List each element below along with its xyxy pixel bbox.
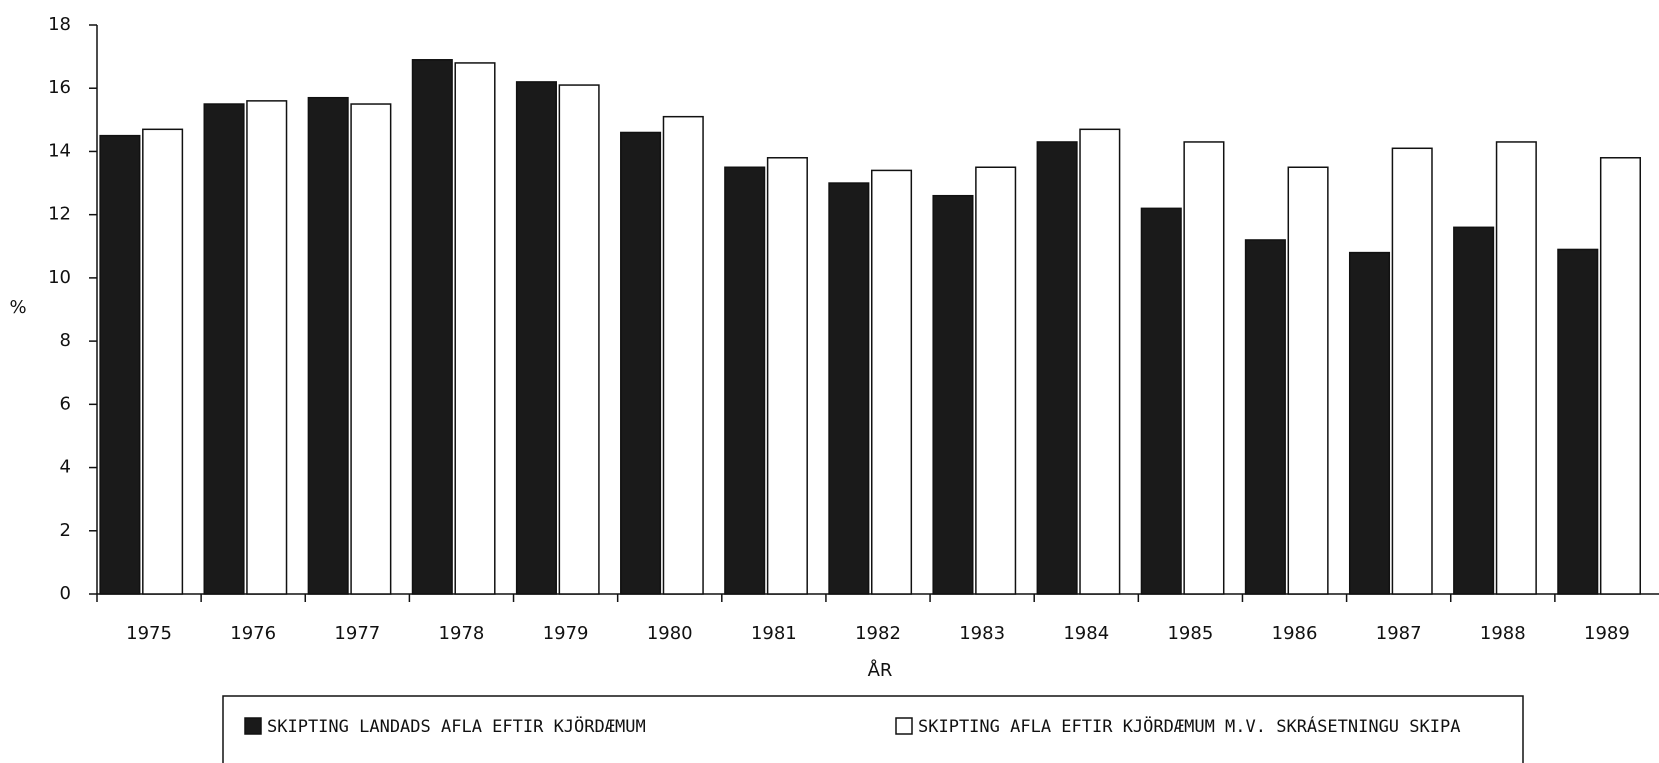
bar — [1244, 239, 1286, 595]
bar — [411, 59, 453, 595]
bar — [662, 115, 704, 595]
y-tick-label: 18 — [48, 14, 71, 35]
x-tick-label: 1989 — [1584, 623, 1630, 644]
bar — [828, 182, 870, 595]
legend-label: SKIPTING AFLA EFTIR KJÖRDÆMUM M.V. SKRÁS… — [918, 715, 1460, 737]
x-tick-label: 1979 — [543, 623, 589, 644]
y-tick-label: 2 — [60, 520, 71, 541]
bar — [871, 169, 913, 595]
bar — [1557, 248, 1599, 595]
bar — [1391, 147, 1433, 595]
x-tick-label: 1986 — [1272, 623, 1318, 644]
bar — [724, 166, 766, 595]
bar — [307, 96, 349, 595]
x-tick-label: 1983 — [959, 623, 1005, 644]
x-tick-label: 1987 — [1376, 623, 1422, 644]
x-tick-label: 1977 — [334, 623, 380, 644]
legend-swatch — [895, 717, 913, 735]
bar — [1079, 128, 1121, 595]
y-axis-label: % — [9, 297, 26, 318]
bar — [558, 84, 600, 595]
bar — [350, 103, 392, 595]
bar — [99, 134, 141, 595]
x-tick-label: 1988 — [1480, 623, 1526, 644]
bar — [1495, 141, 1537, 595]
y-tick-label: 0 — [60, 583, 71, 604]
x-tick-label: 1976 — [230, 623, 276, 644]
bar — [246, 100, 288, 595]
bar — [766, 157, 808, 595]
bar — [1453, 226, 1495, 595]
bar — [515, 81, 557, 595]
x-tick-label: 1978 — [439, 623, 485, 644]
legend-label: SKIPTING LANDADS AFLA EFTIR KJÖRDÆMUM — [267, 715, 646, 737]
bar — [1036, 141, 1078, 595]
y-tick-label: 6 — [60, 393, 71, 414]
bar — [454, 62, 496, 595]
bar — [1140, 207, 1182, 595]
x-tick-label: 1980 — [647, 623, 693, 644]
y-tick-label: 14 — [48, 140, 71, 161]
x-tick-label: 1985 — [1167, 623, 1213, 644]
bar — [1348, 251, 1391, 595]
x-axis-label: ÅR — [868, 659, 893, 681]
x-tick-label: 1984 — [1063, 623, 1109, 644]
y-tick-label: 16 — [48, 77, 71, 98]
bar — [1287, 166, 1329, 595]
bar — [203, 103, 245, 595]
legend-swatch — [244, 717, 262, 735]
bar — [932, 194, 974, 595]
legend-box — [222, 695, 1524, 763]
bar — [620, 131, 662, 595]
y-tick-label: 10 — [48, 267, 71, 288]
y-tick-label: 4 — [60, 457, 71, 478]
x-tick-label: 1981 — [751, 623, 797, 644]
y-tick-label: 12 — [48, 204, 71, 225]
y-tick-label: 8 — [60, 330, 71, 351]
bar — [1183, 141, 1225, 595]
x-tick-label: 1975 — [126, 623, 172, 644]
bar — [1599, 157, 1642, 595]
x-tick-label: 1982 — [855, 623, 901, 644]
bar — [975, 166, 1017, 595]
bar — [142, 128, 184, 595]
